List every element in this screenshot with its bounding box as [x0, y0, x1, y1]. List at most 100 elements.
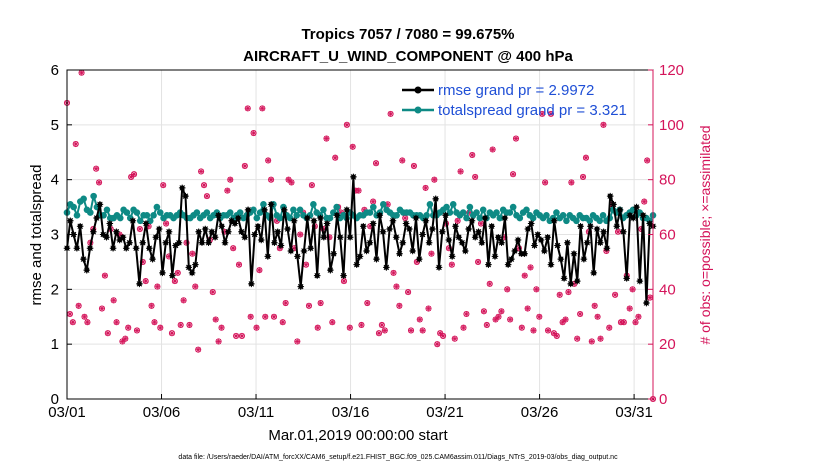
series-point-star-0 [399, 239, 407, 247]
obs-assimilated-marker [501, 234, 508, 241]
series-point-1 [509, 203, 517, 211]
series-point-star-0 [583, 239, 591, 247]
series-point-star-0 [445, 236, 453, 244]
series-point-1 [370, 203, 377, 211]
x-axis-ticks: 03/01 03/06 03/11 03/16 03/21 03/26 03/31 [48, 394, 653, 421]
series-point-star-0 [468, 217, 476, 225]
series-point-star-0 [195, 228, 202, 236]
series-point-star-0 [369, 220, 377, 227]
obs-assimilated-marker [644, 157, 650, 164]
series-point-star-0 [429, 225, 436, 233]
obs-assimilated-marker [393, 283, 400, 290]
obs-assimilated-marker [460, 324, 467, 331]
series-point-1 [459, 209, 467, 216]
series-point-star-0 [409, 247, 416, 255]
obs-assimilated-marker [364, 300, 371, 306]
series-point-1 [380, 201, 387, 208]
obs-assimilated-marker [399, 157, 406, 164]
series-point-star-0 [527, 220, 535, 227]
obs-assimilated-marker [454, 217, 461, 224]
series-point-star-0 [636, 277, 644, 285]
obs-assimilated-marker [635, 313, 642, 320]
series-point-star-0 [353, 261, 361, 268]
series-point-star-0 [90, 228, 97, 236]
obs-assimilated-marker [521, 272, 528, 279]
series-point-star-0 [511, 247, 519, 255]
obs-assimilated-marker [542, 179, 548, 186]
series-point-star-0 [317, 214, 324, 222]
series-point-star-0 [356, 253, 364, 260]
obs-assimilated-marker [102, 272, 108, 279]
y-tick-label: 6 [51, 62, 59, 79]
obs-assimilated-marker [236, 261, 242, 268]
series-point-star-0 [73, 244, 81, 252]
series-point-star-0 [494, 233, 502, 241]
obs-assimilated-marker [498, 308, 505, 315]
series-point-star-0 [639, 212, 647, 219]
obs-assimilated-marker [119, 338, 126, 345]
series-point-1 [573, 217, 580, 225]
obs-assimilated-marker [507, 316, 513, 323]
series-point-1 [80, 195, 87, 203]
y-tick-label: 2 [51, 281, 59, 298]
series-point-star-0 [616, 206, 624, 214]
obs-assimilated-marker [172, 278, 178, 284]
series-point-star-0 [201, 225, 209, 233]
obs-assimilated-marker [513, 135, 519, 142]
obs-assimilated-marker [247, 313, 254, 320]
series-point-star-0 [521, 250, 528, 257]
obs-assimilated-marker [277, 245, 283, 252]
series-point-star-0 [580, 255, 588, 263]
obs-assimilated-marker [533, 286, 540, 293]
series-point-star-0 [481, 214, 489, 222]
obs-assimilated-marker [110, 297, 117, 304]
obs-assimilated-marker [189, 250, 196, 257]
series-point-1 [563, 217, 570, 225]
obs-assimilated-marker [449, 261, 455, 268]
obs-assimilated-marker [314, 324, 321, 331]
obs-assimilated-marker [323, 135, 330, 142]
series-point-star-0 [465, 225, 472, 233]
series-point-star-0 [248, 280, 255, 288]
series-point-1 [326, 214, 334, 222]
y-right-tick-label: 100 [659, 117, 684, 134]
obs-assimilated-marker [157, 324, 164, 331]
obs-assimilated-marker [116, 231, 123, 238]
obs-assimilated-marker [612, 292, 618, 298]
obs-assimilated-marker [446, 245, 452, 252]
series-point-star-0 [254, 222, 262, 230]
series-point-1 [523, 206, 530, 214]
series-point-star-0 [593, 225, 601, 233]
obs-assimilated-marker [84, 319, 91, 326]
obs-assimilated-marker [384, 201, 391, 208]
x-tick-label: 03/31 [615, 404, 653, 421]
obs-assimilated-marker [183, 239, 190, 246]
legend-spread-marker [414, 106, 422, 114]
series-point-star-0 [208, 228, 216, 236]
obs-assimilated-marker [545, 327, 551, 334]
obs-assimilated-marker [320, 226, 327, 232]
series-point-1 [506, 209, 514, 216]
obs-assimilated-marker [233, 333, 239, 339]
obs-assimilated-marker [271, 313, 277, 320]
y-right-tick-label: 80 [659, 172, 676, 189]
series-point-star-0 [600, 228, 607, 236]
series-point-1 [276, 214, 284, 222]
series-point-star-0 [327, 266, 334, 274]
x-tick-label: 03/21 [426, 404, 464, 421]
obs-assimilated-marker [387, 111, 394, 117]
series-point-star-0 [537, 236, 545, 244]
series-point-star-0 [307, 244, 314, 252]
obs-assimilated-marker [346, 324, 353, 331]
series-point-star-0 [231, 220, 239, 227]
obs-assimilated-marker [577, 311, 583, 317]
series-point-star-0 [606, 192, 614, 200]
obs-assimilated-marker [481, 308, 487, 315]
series-point-star-0 [435, 264, 443, 271]
series-point-1 [446, 209, 454, 216]
obs-assimilated-marker [370, 198, 376, 205]
y-axis-right-label: # of obs: o=possible; ×=assimilated [697, 125, 713, 344]
series-point-1 [90, 192, 97, 200]
series-point-star-0 [106, 220, 114, 227]
